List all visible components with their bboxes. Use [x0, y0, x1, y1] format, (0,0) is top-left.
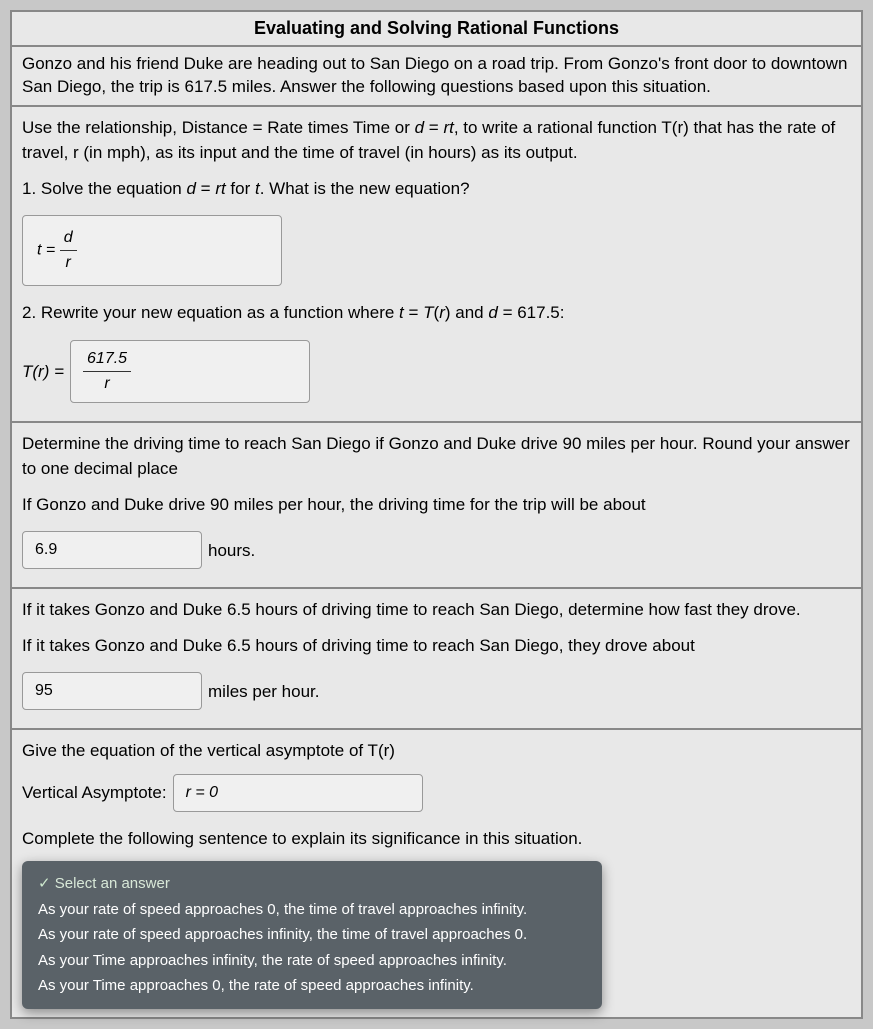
- prompt-4: Give the equation of the vertical asympt…: [22, 738, 851, 764]
- eq2-fraction: 617.5 r: [83, 347, 131, 396]
- section-4: Give the equation of the vertical asympt…: [12, 730, 861, 1017]
- section-1: Use the relationship, Distance = Rate ti…: [12, 107, 861, 423]
- eq1-lhs: t =: [37, 242, 55, 259]
- answer-input-hours[interactable]: 6.9: [22, 531, 202, 569]
- eq1-fraction: d r: [60, 226, 77, 275]
- answer-input-mph[interactable]: 95: [22, 672, 202, 710]
- va-label: Vertical Asymptote:: [22, 780, 167, 806]
- dropdown-option[interactable]: As your Time approaches 0, the rate of s…: [38, 973, 586, 999]
- answer-input-va[interactable]: r = 0: [173, 774, 423, 812]
- answer-input-2[interactable]: 617.5 r: [70, 340, 310, 403]
- dropdown-header[interactable]: ✓ Select an answer: [38, 871, 586, 897]
- dropdown-option[interactable]: As your rate of speed approaches infinit…: [38, 922, 586, 948]
- significance-sentence: Complete the following sentence to expla…: [22, 826, 851, 852]
- intro-text: Gonzo and his friend Duke are heading ou…: [12, 47, 861, 107]
- hours-label: hours.: [208, 538, 255, 564]
- dropdown-option[interactable]: As your rate of speed approaches 0, the …: [38, 897, 586, 923]
- answer-input-1[interactable]: t = d r: [22, 215, 282, 286]
- worksheet-title: Evaluating and Solving Rational Function…: [12, 12, 861, 47]
- question-2: 2. Rewrite your new equation as a functi…: [22, 300, 851, 326]
- check-icon: ✓: [38, 875, 51, 892]
- question-1: 1. Solve the equation d = rt for t. What…: [22, 176, 851, 202]
- sentence-2: If Gonzo and Duke drive 90 miles per hou…: [22, 492, 851, 518]
- mph-label: miles per hour.: [208, 679, 320, 705]
- prompt-3: If it takes Gonzo and Duke 6.5 hours of …: [22, 597, 851, 623]
- worksheet-frame: Evaluating and Solving Rational Function…: [10, 10, 863, 1019]
- dropdown-menu[interactable]: ✓ Select an answer As your rate of speed…: [22, 861, 602, 1009]
- eq2-lhs: T(r) =: [22, 359, 64, 385]
- instruction-text: Use the relationship, Distance = Rate ti…: [22, 115, 851, 166]
- section-2: Determine the driving time to reach San …: [12, 423, 861, 590]
- dropdown-option[interactable]: As your Time approaches infinity, the ra…: [38, 948, 586, 974]
- prompt-2: Determine the driving time to reach San …: [22, 431, 851, 482]
- sentence-3: If it takes Gonzo and Duke 6.5 hours of …: [22, 633, 851, 659]
- section-3: If it takes Gonzo and Duke 6.5 hours of …: [12, 589, 861, 730]
